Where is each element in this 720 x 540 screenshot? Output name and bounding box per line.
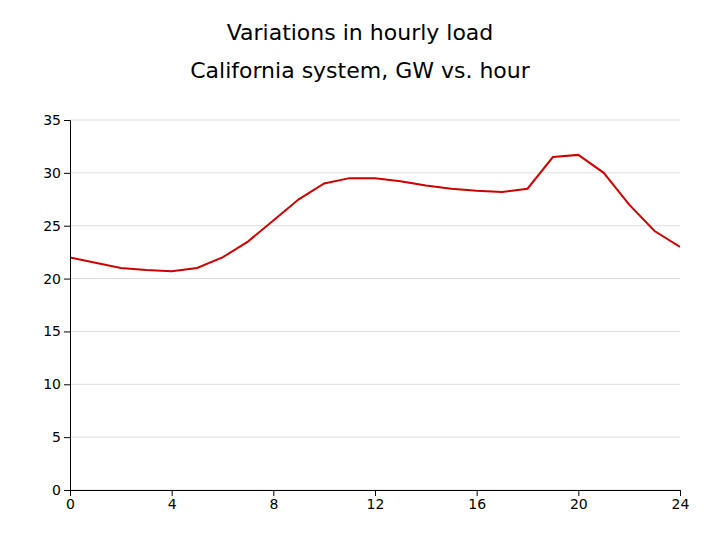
x-tick-label: 20 (570, 496, 588, 512)
y-tick-mark (64, 490, 70, 491)
y-tick: 10 (43, 376, 70, 392)
x-tick-label: 4 (168, 496, 177, 512)
grid-line (70, 384, 680, 385)
y-tick: 25 (43, 218, 70, 234)
y-tick-mark (64, 226, 70, 227)
marks (70, 155, 680, 271)
x-tick-label: 24 (672, 496, 690, 512)
x-tick-label: 0 (66, 496, 75, 512)
grid-line (70, 225, 680, 226)
x-tick: 20 (570, 490, 588, 512)
y-tick: 0 (52, 482, 70, 498)
y-tick-mark (64, 173, 70, 174)
y-tick-label: 25 (43, 218, 61, 234)
x-tick: 4 (168, 490, 177, 512)
x-tick: 16 (468, 490, 486, 512)
y-tick-mark (64, 279, 70, 280)
title: Variations in hourly load (227, 20, 494, 45)
x-tick-label: 12 (367, 496, 385, 512)
y-tick-label: 15 (43, 323, 61, 339)
subtitle: California system, GW vs. hour (190, 58, 531, 83)
y-axis-line (64, 121, 71, 491)
y-tick: 35 (43, 112, 70, 128)
y-tick: 15 (43, 323, 70, 339)
grid-line (70, 120, 680, 121)
plot: 0 4 8 12 16 20 24 0 5 10 15 20 25 30 35 (43, 112, 689, 512)
grid-line (70, 331, 680, 332)
y-tick: 20 (43, 271, 70, 287)
y-tick-label: 35 (43, 112, 61, 128)
y-tick-label: 20 (43, 271, 61, 287)
grid-line (70, 278, 680, 279)
x-tick-label: 8 (269, 496, 278, 512)
y-tick-mark (64, 437, 70, 438)
y-tick-label: 0 (52, 482, 61, 498)
y-tick: 30 (43, 165, 70, 181)
x-tick: 8 (269, 490, 278, 512)
x-tick: 12 (367, 490, 385, 512)
grid-line (70, 437, 680, 438)
line (70, 155, 680, 271)
y-tick-mark (64, 120, 70, 121)
x-tick: 0 (66, 490, 75, 512)
x-axis: 0 4 8 12 16 20 24 (66, 490, 689, 512)
y-tick: 5 (52, 429, 70, 445)
grid (70, 120, 680, 490)
y-tick-label: 30 (43, 165, 61, 181)
y-axis: 0 5 10 15 20 25 30 35 (43, 112, 70, 498)
y-tick-mark (64, 331, 70, 332)
y-tick-mark (64, 384, 70, 385)
x-tick-label: 16 (468, 496, 486, 512)
grid-line (70, 172, 680, 173)
x-tick: 24 (672, 490, 690, 512)
chart: Variations in hourly load California syst… (0, 0, 720, 540)
y-tick-label: 10 (43, 376, 61, 392)
y-tick-label: 5 (52, 429, 61, 445)
